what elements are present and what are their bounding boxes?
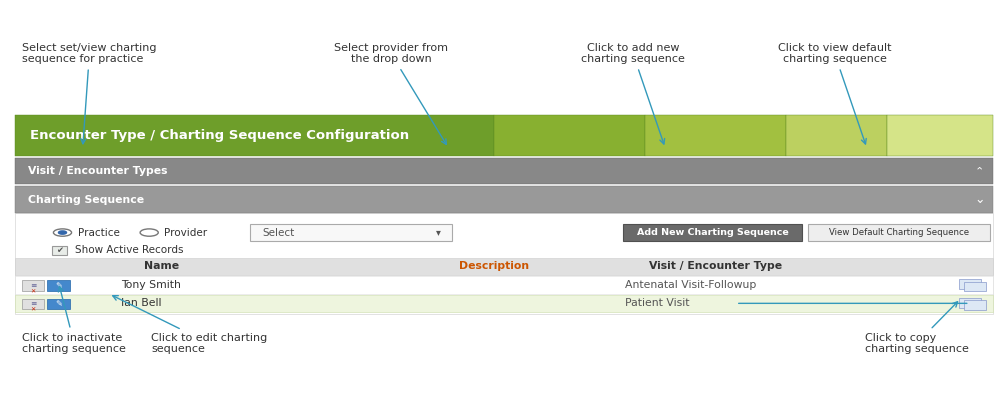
FancyBboxPatch shape — [786, 115, 887, 156]
FancyBboxPatch shape — [808, 224, 990, 241]
Text: Select: Select — [262, 228, 294, 237]
FancyBboxPatch shape — [22, 280, 44, 291]
Text: Charting Sequence: Charting Sequence — [28, 195, 144, 205]
Text: Encounter Type / Charting Sequence Configuration: Encounter Type / Charting Sequence Confi… — [30, 129, 409, 142]
Text: Patient Visit: Patient Visit — [625, 298, 689, 308]
Text: Ian Bell: Ian Bell — [121, 298, 161, 308]
FancyBboxPatch shape — [15, 186, 993, 213]
Circle shape — [58, 231, 67, 234]
Text: Add New Charting Sequence: Add New Charting Sequence — [637, 228, 788, 237]
Text: ✕: ✕ — [30, 289, 36, 294]
Text: ▾: ▾ — [436, 228, 442, 237]
Text: Tony Smith: Tony Smith — [121, 280, 180, 290]
FancyBboxPatch shape — [15, 276, 993, 294]
Text: Click to view default
charting sequence: Click to view default charting sequence — [778, 43, 891, 144]
FancyBboxPatch shape — [15, 295, 993, 312]
Text: Practice: Practice — [78, 228, 120, 237]
Text: ⌄: ⌄ — [975, 193, 985, 206]
Text: Antenatal Visit-Followup: Antenatal Visit-Followup — [625, 280, 756, 290]
Text: Show Active Records: Show Active Records — [75, 245, 183, 255]
FancyBboxPatch shape — [964, 300, 986, 310]
Text: Click to copy
charting sequence: Click to copy charting sequence — [865, 302, 969, 354]
FancyBboxPatch shape — [959, 298, 981, 308]
Text: Name: Name — [144, 262, 178, 271]
FancyBboxPatch shape — [47, 299, 70, 309]
FancyBboxPatch shape — [22, 299, 44, 309]
FancyBboxPatch shape — [623, 224, 802, 241]
Text: Select set/view charting
sequence for practice: Select set/view charting sequence for pr… — [22, 43, 156, 144]
Text: ≡: ≡ — [30, 281, 36, 290]
Text: Click to inactivate
charting sequence: Click to inactivate charting sequence — [22, 286, 126, 354]
Text: Visit / Encounter Types: Visit / Encounter Types — [28, 166, 167, 176]
FancyBboxPatch shape — [52, 246, 67, 255]
Text: Click to add new
charting sequence: Click to add new charting sequence — [581, 43, 685, 144]
FancyBboxPatch shape — [47, 280, 70, 291]
Text: Visit / Encounter Type: Visit / Encounter Type — [649, 262, 782, 271]
FancyBboxPatch shape — [645, 115, 786, 156]
FancyBboxPatch shape — [964, 282, 986, 291]
Text: ✎: ✎ — [55, 299, 61, 308]
FancyBboxPatch shape — [15, 158, 993, 184]
FancyBboxPatch shape — [15, 213, 993, 314]
Text: ✎: ✎ — [55, 281, 61, 290]
FancyBboxPatch shape — [959, 279, 981, 289]
FancyBboxPatch shape — [250, 224, 452, 241]
Circle shape — [140, 229, 158, 236]
Text: ✔: ✔ — [56, 246, 62, 255]
FancyBboxPatch shape — [494, 115, 645, 156]
Text: View Default Charting Sequence: View Default Charting Sequence — [829, 228, 970, 237]
Text: Select provider from
the drop down: Select provider from the drop down — [334, 43, 449, 144]
FancyBboxPatch shape — [15, 115, 494, 156]
Text: Description: Description — [459, 262, 529, 271]
FancyBboxPatch shape — [887, 115, 993, 156]
Text: ✕: ✕ — [30, 308, 36, 313]
Text: ≡: ≡ — [30, 299, 36, 308]
Text: Click to edit charting
sequence: Click to edit charting sequence — [113, 296, 267, 354]
Text: Provider: Provider — [164, 228, 208, 237]
Circle shape — [53, 229, 72, 236]
Text: ⌃: ⌃ — [975, 166, 985, 176]
FancyBboxPatch shape — [15, 258, 993, 275]
